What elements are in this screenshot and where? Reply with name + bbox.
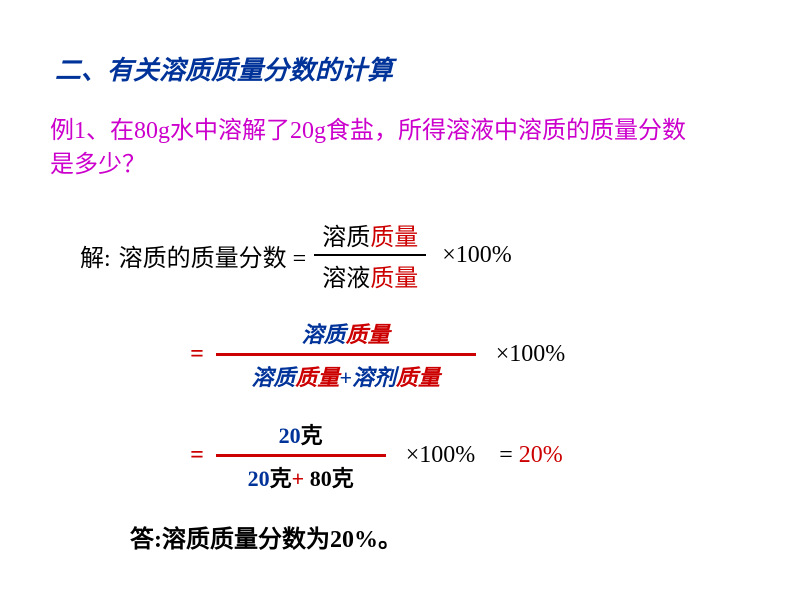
formula-line-2: = 溶质质量 溶质质量+溶剂质量 ×100% [190,313,720,396]
fraction-2-numerator: 溶质质量 [282,313,410,353]
example-body: 在80g水中溶解了20g食盐，所得溶液中溶质的质量分数是多少？ [50,118,686,178]
section-heading: 二、有关溶质质量分数的计算 [55,50,393,87]
answer-text: 答:溶质质量分数为20%。 [130,519,720,554]
times-100-3: ×100% [406,442,476,469]
equals-sign-2: = [190,341,204,368]
times-100-2: ×100% [496,341,566,368]
fraction-3-denominator: 20克+ 80克 [240,457,362,497]
result-value: = 20% [499,442,563,469]
example-prefix: 例1、 [50,118,110,144]
formula-line-3: = 20克 20克+ 80克 ×100% = 20% [190,414,720,497]
fraction-2: 溶质质量 溶质质量+溶剂质量 [216,313,476,396]
fraction-1: 溶质质量 溶液质量 [314,215,426,295]
times-100-1: ×100% [442,242,512,269]
example-problem: 例1、在80g水中溶解了20g食盐，所得溶液中溶质的质量分数是多少？ [50,115,690,182]
solution-block: 解: 溶质的质量分数 = 溶质质量 溶液质量 ×100% = 溶质质量 溶质质量… [80,215,720,554]
fraction-3: 20克 20克+ 80克 [216,414,386,497]
fraction-3-numerator: 20克 [271,414,331,454]
solution-label: 解: [80,238,111,273]
formula-line-1: 解: 溶质的质量分数 = 溶质质量 溶液质量 ×100% [80,215,720,295]
equals-sign-3: = [190,442,204,469]
lhs-text: 溶质的质量分数 = [119,238,307,273]
fraction-2-denominator: 溶质质量+溶剂质量 [231,356,460,396]
fraction-1-numerator: 溶质质量 [314,215,426,254]
fraction-1-denominator: 溶液质量 [314,256,426,295]
